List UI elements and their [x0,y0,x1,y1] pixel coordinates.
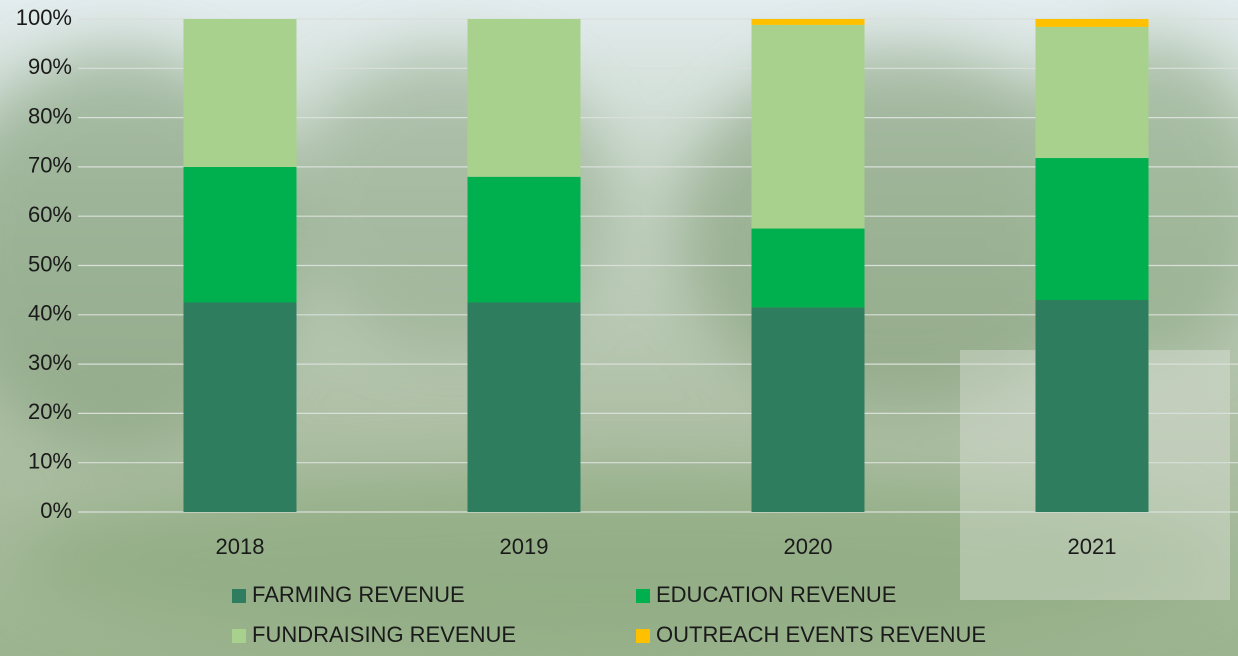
bar-segment [1036,158,1149,300]
bar-segment [752,19,865,25]
bar-segment [1036,19,1149,27]
bar-segment [1036,300,1149,512]
x-tick-label: 2018 [216,534,265,559]
legend-swatch [636,629,650,643]
bar-segment [468,302,581,512]
legend-swatch [232,629,246,643]
bar-segment [752,25,865,229]
y-tick-label: 100% [16,5,72,30]
y-tick-label: 20% [28,399,72,424]
y-tick-label: 10% [28,449,72,474]
y-tick-label: 40% [28,301,72,326]
legend-label: FUNDRAISING REVENUE [252,622,516,647]
bar-segment [468,19,581,177]
x-tick-label: 2021 [1068,534,1117,559]
y-tick-label: 90% [28,54,72,79]
legend-swatch [232,589,246,603]
legend-swatch [636,589,650,603]
y-tick-label: 50% [28,251,72,276]
legend-label: OUTREACH EVENTS REVENUE [656,622,986,647]
y-tick-label: 0% [40,498,72,523]
chart: 0% 10% 20% 30% 40% 50% 60% 70% 80% 90% 100% 2018 201… [0,0,1238,656]
bar-segment [752,229,865,308]
y-tick-label: 70% [28,153,72,178]
legend-label: EDUCATION REVENUE [656,582,896,607]
y-tick-label: 30% [28,350,72,375]
x-tick-label: 2019 [500,534,549,559]
bar-segment [752,307,865,512]
bar-segment [1036,27,1149,158]
legend-label: FARMING REVENUE [252,582,465,607]
x-tick-label: 2020 [784,534,833,559]
bar-segment [468,177,581,303]
bar-segment [184,19,297,167]
bar-segment [184,167,297,303]
bar-segment [184,302,297,512]
y-tick-label: 80% [28,103,72,128]
y-tick-label: 60% [28,202,72,227]
page: 0% 10% 20% 30% 40% 50% 60% 70% 80% 90% 100% 2018 201… [0,0,1238,656]
